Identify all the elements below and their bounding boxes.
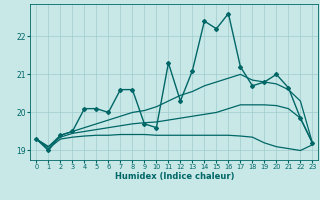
- X-axis label: Humidex (Indice chaleur): Humidex (Indice chaleur): [115, 172, 234, 181]
